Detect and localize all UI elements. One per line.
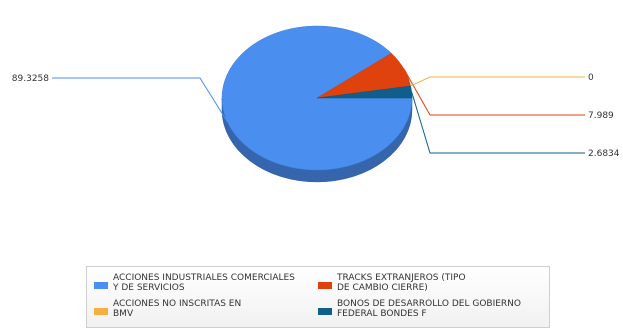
pie-slices	[221, 25, 413, 183]
value-label-2: 0	[588, 73, 594, 83]
legend-label-1-line-1: DE CAMBIO CIERRE)	[337, 283, 428, 293]
legend-label-2-line-0: ACCIONES NO INSCRITAS EN	[113, 299, 241, 309]
legend-label-1-line-0: TRACKS EXTRANJEROS (TIPO	[336, 273, 466, 283]
legend-label-0-line-1: Y DE SERVICIOS	[112, 283, 185, 293]
leader-line-3	[411, 91, 585, 154]
value-label-3: 2.6834	[588, 149, 620, 159]
legend-swatch-1	[318, 282, 332, 289]
legend-label-0-line-0: ACCIONES INDUSTRIALES COMERCIALES	[113, 273, 295, 283]
legend-label-2-line-1: BMV	[113, 309, 134, 319]
legend-box	[86, 266, 550, 328]
value-leader-lines	[52, 68, 585, 154]
legend-label-3-line-0: BONOS DE DESARROLLO DEL GOBIERNO	[337, 299, 521, 309]
leader-line-0	[52, 77, 228, 122]
legend-label-3-line-1: FEDERAL BONDES F	[337, 309, 427, 319]
legend-item-3[interactable]: BONOS DE DESARROLLO DEL GOBIERNOFEDERAL …	[318, 299, 521, 319]
legend-swatch-2	[94, 308, 108, 315]
legend-swatch-3	[318, 308, 332, 315]
value-label-1: 7.989	[588, 111, 614, 121]
value-labels: 89.3258 7.989 0 2.6834	[12, 73, 620, 159]
leader-line-1	[403, 68, 585, 116]
legend-swatch-0	[94, 282, 108, 289]
leader-line-2	[410, 76, 585, 87]
value-label-0: 89.3258	[12, 74, 49, 84]
